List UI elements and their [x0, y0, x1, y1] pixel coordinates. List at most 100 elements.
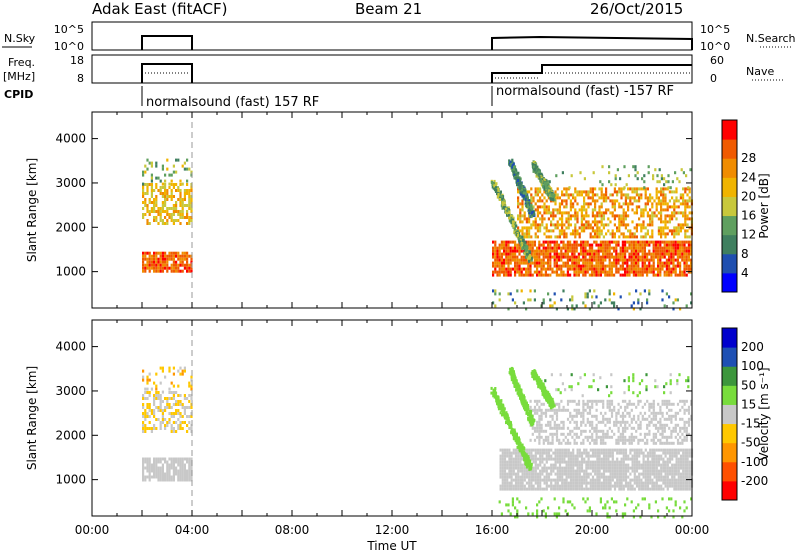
- data-cell: [153, 210, 156, 213]
- data-cell: [142, 375, 145, 379]
- data-cell: [677, 229, 680, 233]
- data-cell: [551, 249, 554, 253]
- data-cell: [513, 221, 516, 225]
- data-cell: [530, 193, 533, 197]
- data-cell: [690, 240, 693, 244]
- data-cell: [561, 211, 564, 215]
- data-cell: [520, 289, 523, 293]
- data-cell: [576, 229, 579, 233]
- data-cell: [532, 457, 535, 461]
- data-cell: [596, 478, 599, 482]
- data-cell: [541, 469, 544, 473]
- data-cell: [544, 423, 548, 427]
- data-cell: [585, 466, 588, 470]
- data-cell: [630, 240, 633, 244]
- data-cell: [588, 258, 591, 262]
- data-cell: [521, 466, 524, 470]
- data-cell: [172, 210, 175, 213]
- data-cell: [683, 267, 686, 271]
- data-cell: [539, 196, 542, 200]
- data-cell: [635, 289, 638, 293]
- data-cell: [668, 246, 671, 250]
- data-cell: [657, 232, 660, 236]
- data-cell: [497, 193, 500, 196]
- data-cell: [653, 211, 656, 215]
- data-cell: [591, 481, 595, 485]
- data-cell: [643, 417, 647, 421]
- data-cell: [541, 214, 544, 218]
- data-cell: [583, 229, 586, 233]
- data-cell: [552, 487, 555, 491]
- data-cell: [175, 183, 178, 186]
- data-cell: [597, 258, 600, 262]
- data-cell: [627, 205, 630, 209]
- data-cell: [624, 261, 627, 265]
- data-cell: [643, 180, 646, 184]
- data-cell: [673, 448, 676, 452]
- data-cell: [580, 487, 584, 491]
- data-cell: [684, 448, 687, 452]
- data-cell: [168, 391, 171, 394]
- data-cell: [594, 463, 597, 467]
- data-cell: [580, 432, 583, 436]
- data-cell: [157, 207, 160, 210]
- data-cell: [595, 423, 598, 427]
- data-cell: [611, 466, 614, 470]
- data-cell: [541, 478, 544, 482]
- data-cell: [672, 243, 675, 247]
- data-cell: [618, 202, 621, 206]
- data-cell: [632, 270, 635, 274]
- data-cell: [179, 179, 182, 183]
- data-cell: [560, 426, 563, 430]
- data-cell: [591, 435, 594, 439]
- data-cell: [561, 214, 564, 218]
- data-cell: [148, 372, 151, 376]
- data-cell: [586, 249, 589, 253]
- data-cell: [589, 202, 592, 206]
- data-cell: [622, 223, 625, 227]
- data-cell: [175, 430, 178, 433]
- data-cell: [554, 190, 557, 194]
- data-cell: [637, 267, 640, 271]
- data-cell: [648, 270, 651, 274]
- data-cell: [556, 469, 559, 473]
- data-cell: [616, 168, 619, 172]
- data-cell: [556, 451, 559, 455]
- data-cell: [172, 466, 175, 470]
- colorbar-tick-label: 4: [741, 266, 749, 280]
- data-cell: [517, 472, 520, 476]
- data-cell: [157, 409, 160, 412]
- data-cell: [624, 255, 627, 259]
- data-cell: [637, 243, 640, 247]
- data-cell: [175, 207, 178, 210]
- data-cell: [503, 201, 506, 205]
- data-cell: [672, 240, 675, 244]
- data-cell: [615, 258, 618, 262]
- data-cell: [639, 240, 642, 244]
- data-cell: [672, 261, 675, 265]
- data-cell: [525, 226, 528, 230]
- data-cell: [679, 202, 682, 206]
- data-cell: [620, 472, 623, 476]
- data-cell: [575, 402, 578, 406]
- data-cell: [166, 263, 169, 267]
- data-cell: [670, 267, 673, 271]
- data-cell: [168, 195, 171, 198]
- data-cell: [529, 264, 532, 268]
- data-cell: [683, 261, 686, 265]
- data-cell: [660, 484, 663, 488]
- data-cell: [602, 405, 605, 409]
- data-cell: [627, 223, 630, 227]
- data-cell: [525, 217, 528, 221]
- data-cell: [553, 249, 556, 253]
- data-cell: [584, 240, 587, 244]
- data-cell: [670, 261, 673, 265]
- data-cell: [543, 217, 546, 221]
- data-cell: [640, 193, 643, 197]
- data-cell: [679, 193, 682, 197]
- data-cell: [179, 183, 182, 186]
- data-cell: [671, 481, 674, 485]
- data-cell: [587, 202, 590, 206]
- data-cell: [170, 397, 173, 400]
- data-cell: [661, 246, 664, 250]
